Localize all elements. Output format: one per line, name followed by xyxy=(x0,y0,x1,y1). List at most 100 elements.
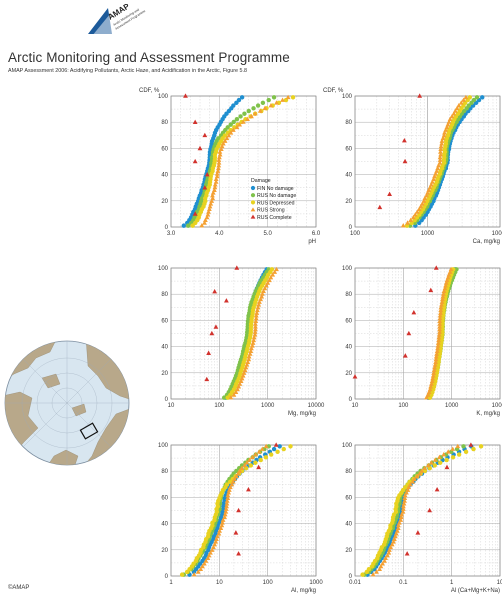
data-point xyxy=(228,395,234,400)
data-point xyxy=(438,149,443,154)
data-point xyxy=(209,547,215,552)
data-point xyxy=(387,191,392,197)
data-point xyxy=(402,498,407,503)
y-tick-label: 80 xyxy=(161,120,168,126)
data-point xyxy=(243,365,249,370)
data-point xyxy=(260,291,265,296)
data-point xyxy=(393,531,399,536)
x-axis-label: Al (Ca+Mg+K+Na) xyxy=(451,588,500,594)
data-point xyxy=(402,353,408,358)
data-point xyxy=(270,272,276,277)
x-tick-label: 0.01 xyxy=(349,580,361,586)
data-point xyxy=(202,220,207,225)
data-point xyxy=(399,511,405,517)
data-point xyxy=(252,111,258,116)
data-point xyxy=(446,119,452,124)
data-point xyxy=(254,307,260,313)
data-point xyxy=(471,97,477,103)
data-point xyxy=(454,105,460,111)
data-point xyxy=(467,95,473,100)
y-axis-label: CDF, % xyxy=(323,88,344,94)
data-point xyxy=(200,563,205,569)
x-tick-label: 6.0 xyxy=(312,231,321,237)
data-point xyxy=(202,217,208,222)
data-point xyxy=(199,223,205,228)
data-point xyxy=(259,294,265,299)
data-point xyxy=(411,309,417,315)
data-point xyxy=(432,362,438,367)
x-tick-label: 3.0 xyxy=(167,231,176,237)
data-point xyxy=(234,100,239,106)
data-point xyxy=(220,517,226,522)
data-point xyxy=(415,530,421,535)
y-tick-label: 60 xyxy=(161,146,168,152)
data-point xyxy=(433,171,438,176)
data-point xyxy=(271,446,277,452)
data-point xyxy=(360,572,365,577)
data-point xyxy=(226,487,232,492)
series-group xyxy=(228,266,279,400)
legend-marker xyxy=(250,207,256,212)
y-tick-label: 20 xyxy=(161,371,168,377)
data-point xyxy=(425,190,431,195)
data-point xyxy=(223,298,229,303)
data-point xyxy=(244,362,250,367)
data-point xyxy=(402,158,408,164)
data-point xyxy=(426,187,432,192)
data-point xyxy=(400,506,406,511)
data-point xyxy=(447,269,453,274)
x-axis-label: Ca, mg/kg xyxy=(473,239,500,245)
data-point xyxy=(204,172,210,177)
data-point xyxy=(438,152,444,157)
data-point xyxy=(206,350,212,355)
data-point xyxy=(406,484,412,490)
legend-entry-label: RUS Complete xyxy=(257,215,292,221)
data-point xyxy=(236,384,242,389)
data-point xyxy=(428,287,434,293)
data-point xyxy=(428,460,434,465)
data-point xyxy=(444,277,450,283)
data-point xyxy=(268,102,274,108)
data-point xyxy=(262,105,268,111)
data-point xyxy=(203,558,209,563)
data-point xyxy=(458,100,464,105)
data-point xyxy=(222,511,228,517)
data-point xyxy=(441,451,447,457)
data-point xyxy=(202,185,208,190)
data-point xyxy=(268,274,274,280)
series-group xyxy=(370,443,461,577)
data-point xyxy=(438,146,444,152)
data-point xyxy=(273,442,279,447)
data-point xyxy=(446,272,452,277)
data-point xyxy=(252,321,258,326)
data-point xyxy=(290,95,296,100)
data-point xyxy=(422,195,428,201)
data-point xyxy=(418,203,424,209)
data-point xyxy=(247,457,252,462)
x-tick-label: 1000 xyxy=(261,403,275,409)
series-group xyxy=(233,442,279,556)
data-point xyxy=(435,340,441,345)
data-point xyxy=(242,462,248,468)
data-point xyxy=(217,528,223,533)
data-point xyxy=(370,572,376,577)
data-point xyxy=(223,506,229,511)
series-group xyxy=(183,93,210,216)
data-point xyxy=(430,373,436,378)
data-point xyxy=(259,446,265,451)
data-point xyxy=(433,359,439,364)
y-tick-label: 80 xyxy=(345,469,352,475)
data-point xyxy=(230,127,236,132)
data-point xyxy=(242,367,248,373)
x-tick-label: 10 xyxy=(168,403,175,409)
data-point xyxy=(461,444,466,449)
data-point xyxy=(428,384,434,389)
data-point xyxy=(436,332,442,337)
data-point xyxy=(440,294,446,299)
data-point xyxy=(437,321,443,326)
x-axis-label: pH xyxy=(308,239,316,245)
data-point xyxy=(432,173,437,179)
data-point xyxy=(237,122,243,127)
data-point xyxy=(256,464,262,470)
